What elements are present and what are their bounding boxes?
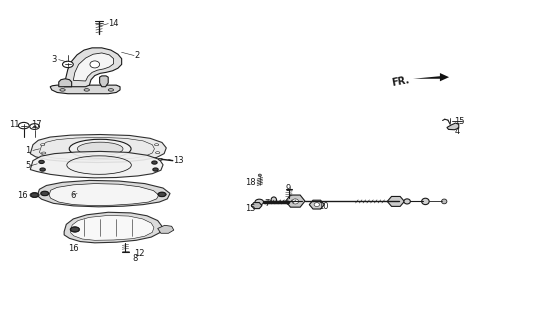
Polygon shape <box>50 85 120 94</box>
Polygon shape <box>30 134 166 163</box>
Ellipse shape <box>108 89 114 91</box>
Ellipse shape <box>31 193 38 197</box>
Text: 5: 5 <box>25 161 30 170</box>
Text: 1: 1 <box>25 146 30 155</box>
Text: 15: 15 <box>246 204 256 213</box>
Ellipse shape <box>158 192 165 197</box>
Ellipse shape <box>286 199 294 204</box>
Polygon shape <box>251 203 262 209</box>
Polygon shape <box>387 196 404 206</box>
Text: 16: 16 <box>68 244 79 253</box>
Polygon shape <box>73 53 114 81</box>
Ellipse shape <box>18 123 29 129</box>
Ellipse shape <box>40 144 45 146</box>
Ellipse shape <box>77 142 123 156</box>
Text: 16: 16 <box>17 190 27 200</box>
Polygon shape <box>37 180 170 207</box>
Ellipse shape <box>41 191 49 196</box>
Ellipse shape <box>421 198 429 204</box>
Polygon shape <box>59 79 72 87</box>
Ellipse shape <box>255 199 264 205</box>
Ellipse shape <box>158 158 163 160</box>
Text: 17: 17 <box>31 120 42 130</box>
Ellipse shape <box>30 124 39 129</box>
Ellipse shape <box>71 227 79 232</box>
Polygon shape <box>447 123 459 130</box>
Text: 11: 11 <box>10 120 20 130</box>
Text: 18: 18 <box>245 179 256 188</box>
Ellipse shape <box>441 199 447 204</box>
Ellipse shape <box>90 61 100 68</box>
Polygon shape <box>286 195 305 207</box>
Polygon shape <box>413 73 449 81</box>
Ellipse shape <box>152 161 157 164</box>
Ellipse shape <box>155 144 159 146</box>
Ellipse shape <box>69 139 131 158</box>
Polygon shape <box>30 151 163 178</box>
Ellipse shape <box>258 174 261 177</box>
Ellipse shape <box>314 203 320 206</box>
Text: 8: 8 <box>133 254 138 263</box>
Polygon shape <box>309 200 324 209</box>
Text: 2: 2 <box>134 51 139 60</box>
Ellipse shape <box>40 168 45 171</box>
Text: 9: 9 <box>286 184 291 193</box>
Polygon shape <box>100 76 108 87</box>
Text: FR.: FR. <box>391 76 410 88</box>
Text: 4: 4 <box>454 127 460 136</box>
Ellipse shape <box>84 89 89 91</box>
Polygon shape <box>64 212 162 243</box>
Text: 10: 10 <box>318 202 328 211</box>
Text: 6: 6 <box>71 190 76 200</box>
Ellipse shape <box>404 199 410 204</box>
Text: 15: 15 <box>454 116 465 126</box>
Ellipse shape <box>292 199 299 204</box>
Polygon shape <box>71 215 154 240</box>
Text: 3: 3 <box>52 55 57 64</box>
Ellipse shape <box>42 152 46 154</box>
Polygon shape <box>158 225 174 233</box>
Text: 12: 12 <box>134 249 144 258</box>
Ellipse shape <box>271 197 277 203</box>
Text: 13: 13 <box>172 156 183 165</box>
Ellipse shape <box>63 61 73 68</box>
Polygon shape <box>64 48 122 87</box>
Ellipse shape <box>39 160 44 164</box>
Ellipse shape <box>156 152 160 154</box>
Text: 14: 14 <box>108 19 119 28</box>
Text: 7: 7 <box>264 199 270 208</box>
Polygon shape <box>49 184 159 205</box>
Ellipse shape <box>60 89 65 91</box>
Ellipse shape <box>153 168 158 171</box>
